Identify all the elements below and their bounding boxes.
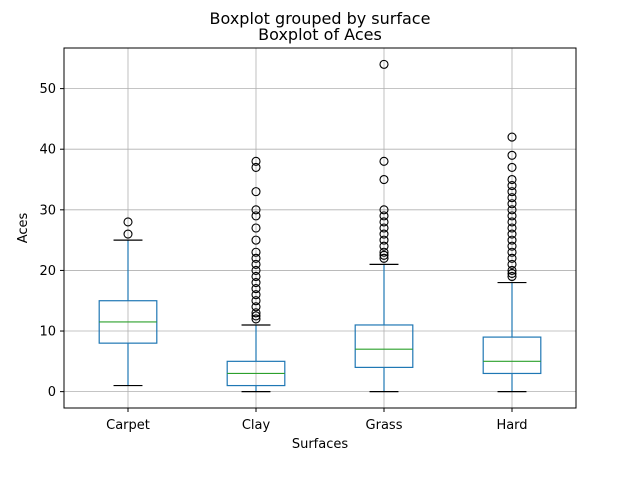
outlier-point bbox=[251, 156, 261, 166]
axes-frame bbox=[63, 47, 577, 409]
box-clay bbox=[226, 156, 286, 393]
outlier-point bbox=[379, 250, 389, 260]
axes-ticks: 0 10 20 30 40 50 Carpet Clay Grass Hard bbox=[39, 82, 527, 433]
outlier-point bbox=[507, 247, 517, 257]
outlier-point bbox=[507, 205, 517, 215]
outlier-point bbox=[507, 162, 517, 172]
box-carpet bbox=[98, 217, 158, 387]
outlier-point bbox=[507, 229, 517, 239]
box-grass bbox=[354, 59, 414, 393]
y-tick-label: 50 bbox=[39, 82, 56, 97]
chart-title: Boxplot of Aces bbox=[258, 25, 382, 44]
outlier-point bbox=[507, 235, 517, 245]
y-tick-label: 0 bbox=[48, 385, 56, 400]
outlier-point bbox=[507, 223, 517, 233]
x-tick-label: Clay bbox=[242, 418, 271, 433]
outlier-point bbox=[251, 205, 261, 215]
outlier-point bbox=[251, 296, 261, 306]
outlier-point bbox=[251, 302, 261, 312]
outlier-point bbox=[507, 265, 517, 275]
outlier-point bbox=[379, 156, 389, 166]
outlier-point bbox=[507, 259, 517, 269]
outlier-point bbox=[251, 247, 261, 257]
outlier-point bbox=[251, 253, 261, 263]
grid-lines bbox=[64, 48, 576, 408]
outlier-point bbox=[507, 253, 517, 263]
outlier-point bbox=[379, 211, 389, 221]
outlier-point bbox=[507, 187, 517, 197]
outlier-point bbox=[507, 174, 517, 185]
outlier-point bbox=[379, 223, 389, 233]
chart-suptitle: Boxplot grouped by surface bbox=[210, 9, 431, 28]
y-tick-label: 20 bbox=[39, 264, 56, 279]
outlier-point bbox=[251, 290, 261, 300]
outlier-point bbox=[251, 235, 261, 245]
outlier-point bbox=[251, 314, 261, 324]
y-tick-label: 30 bbox=[39, 203, 56, 218]
plot-area bbox=[98, 59, 542, 393]
x-tick-label: Hard bbox=[496, 418, 527, 433]
outlier-point bbox=[379, 174, 389, 185]
iqr-box bbox=[482, 336, 542, 375]
outlier-point bbox=[379, 59, 389, 69]
outlier-point bbox=[251, 223, 261, 233]
outlier-point bbox=[507, 271, 517, 282]
outlier-point bbox=[507, 241, 517, 251]
outlier-point bbox=[251, 277, 261, 288]
outlier-point bbox=[251, 259, 261, 269]
outlier-point bbox=[507, 211, 517, 221]
x-tick-label: Carpet bbox=[106, 418, 150, 433]
y-axis-label: Aces bbox=[16, 212, 31, 243]
x-tick-label: Grass bbox=[366, 418, 403, 433]
outlier-point bbox=[379, 241, 389, 251]
iqr-box bbox=[354, 324, 414, 368]
outlier-point bbox=[251, 308, 261, 318]
outlier-point bbox=[379, 247, 389, 257]
y-tick-label: 40 bbox=[39, 143, 56, 158]
outlier-point bbox=[251, 311, 261, 321]
y-tick-label: 10 bbox=[39, 325, 56, 340]
outlier-point bbox=[507, 132, 517, 142]
outlier-point bbox=[251, 265, 261, 275]
outlier-point bbox=[379, 253, 389, 263]
outlier-point bbox=[379, 235, 389, 245]
outlier-point bbox=[251, 187, 261, 197]
outlier-point bbox=[507, 181, 517, 191]
outlier-point bbox=[507, 268, 517, 279]
outlier-point bbox=[251, 162, 261, 172]
outlier-point bbox=[379, 205, 389, 215]
outlier-point bbox=[507, 199, 517, 209]
outlier-point bbox=[507, 150, 517, 160]
outlier-point bbox=[507, 217, 517, 227]
outlier-point bbox=[379, 217, 389, 227]
outlier-point bbox=[251, 271, 261, 282]
outlier-point bbox=[507, 193, 517, 203]
box-hard bbox=[482, 132, 542, 393]
outlier-point bbox=[251, 211, 261, 221]
outlier-point bbox=[123, 229, 133, 239]
outlier-point bbox=[251, 284, 261, 294]
outlier-point bbox=[379, 229, 389, 239]
x-axis-label: Surfaces bbox=[292, 437, 349, 452]
outlier-point bbox=[123, 217, 133, 227]
